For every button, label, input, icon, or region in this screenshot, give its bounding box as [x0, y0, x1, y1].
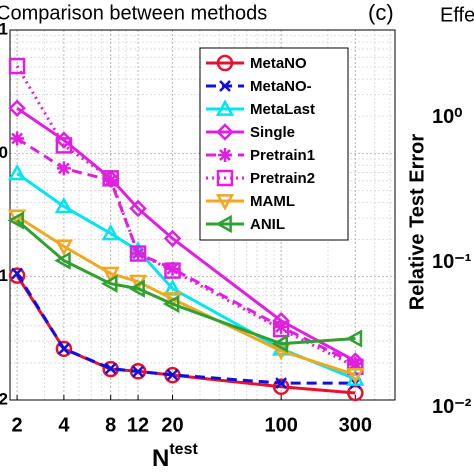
marker — [54, 251, 71, 270]
chart-title: Comparison between methods — [0, 2, 267, 24]
marker — [271, 334, 289, 353]
y-tick-label: 10⁰ — [432, 106, 462, 128]
marker — [56, 161, 71, 176]
marker — [102, 170, 119, 187]
y-tick-label: 1 — [0, 19, 8, 38]
marker — [164, 262, 181, 279]
series-line — [15, 65, 357, 369]
legend-label: MetaNO- — [250, 78, 312, 95]
x-axis-label: Ntest — [152, 441, 198, 472]
marker — [163, 229, 182, 248]
y-tick-label: 10⁻² — [432, 396, 472, 418]
marker — [346, 367, 365, 385]
marker — [274, 319, 289, 334]
marker — [348, 356, 363, 371]
marker — [272, 320, 290, 338]
marker — [10, 131, 25, 146]
x-tick-label: 300 — [339, 414, 372, 436]
x-tick-label: 4 — [58, 414, 70, 436]
plot-frame — [9, 29, 396, 401]
legend-label: MetaNO — [250, 55, 307, 72]
y-tick-label: 1 — [0, 266, 8, 285]
marker — [128, 279, 145, 298]
marker — [162, 294, 180, 314]
x-axis-label-sup: test — [169, 441, 198, 458]
marker — [101, 223, 120, 241]
marker — [215, 214, 232, 234]
marker — [8, 57, 26, 75]
marker — [132, 365, 144, 378]
marker — [216, 123, 234, 141]
marker — [216, 169, 234, 187]
y-axis-label: Relative Test Error — [406, 134, 428, 311]
marker — [165, 261, 180, 276]
marker — [272, 378, 290, 396]
marker — [54, 239, 74, 256]
x-tick-label: 20 — [161, 414, 183, 436]
marker — [8, 267, 26, 284]
y-tick-label: 2 — [0, 389, 8, 408]
marker — [7, 163, 27, 181]
x-tick-label: 12 — [127, 414, 149, 436]
legend-label: Pretrain2 — [250, 170, 315, 187]
marker — [55, 340, 73, 358]
marker — [345, 329, 363, 348]
series-line — [16, 219, 356, 346]
legend-label: MAML — [250, 193, 295, 210]
marker — [129, 363, 147, 380]
marker — [275, 377, 288, 390]
marker — [104, 362, 117, 375]
marker — [8, 99, 26, 118]
marker — [347, 384, 364, 402]
y-tick-label: 10⁻¹ — [432, 251, 472, 273]
marker — [55, 137, 73, 154]
marker — [129, 199, 147, 218]
marker — [346, 369, 365, 386]
series-line — [16, 215, 356, 377]
marker — [166, 368, 179, 381]
x-tick-label: 100 — [264, 414, 297, 436]
chart-title: Effe — [440, 4, 474, 26]
marker — [216, 54, 234, 72]
marker — [272, 344, 291, 361]
marker — [7, 211, 24, 230]
marker — [215, 99, 235, 116]
x-tick-label: 2 — [12, 414, 23, 436]
panel-label: (c) — [368, 0, 394, 25]
legend-label: MetaLast — [250, 101, 315, 118]
x-axis-label-main: N — [152, 445, 169, 472]
marker — [54, 196, 74, 214]
marker — [215, 194, 235, 211]
legend-label: ANIL — [250, 216, 285, 233]
legend-box — [199, 47, 349, 241]
x-tick-label: 8 — [105, 414, 116, 436]
marker — [58, 342, 70, 355]
y-tick-label: 0 — [0, 143, 8, 162]
marker — [101, 274, 118, 293]
legend-label: Pretrain1 — [250, 147, 315, 164]
legend-label: Single — [250, 124, 295, 141]
marker — [101, 266, 120, 284]
marker — [11, 267, 23, 280]
marker — [219, 80, 231, 92]
marker — [129, 245, 147, 262]
marker — [218, 148, 232, 162]
